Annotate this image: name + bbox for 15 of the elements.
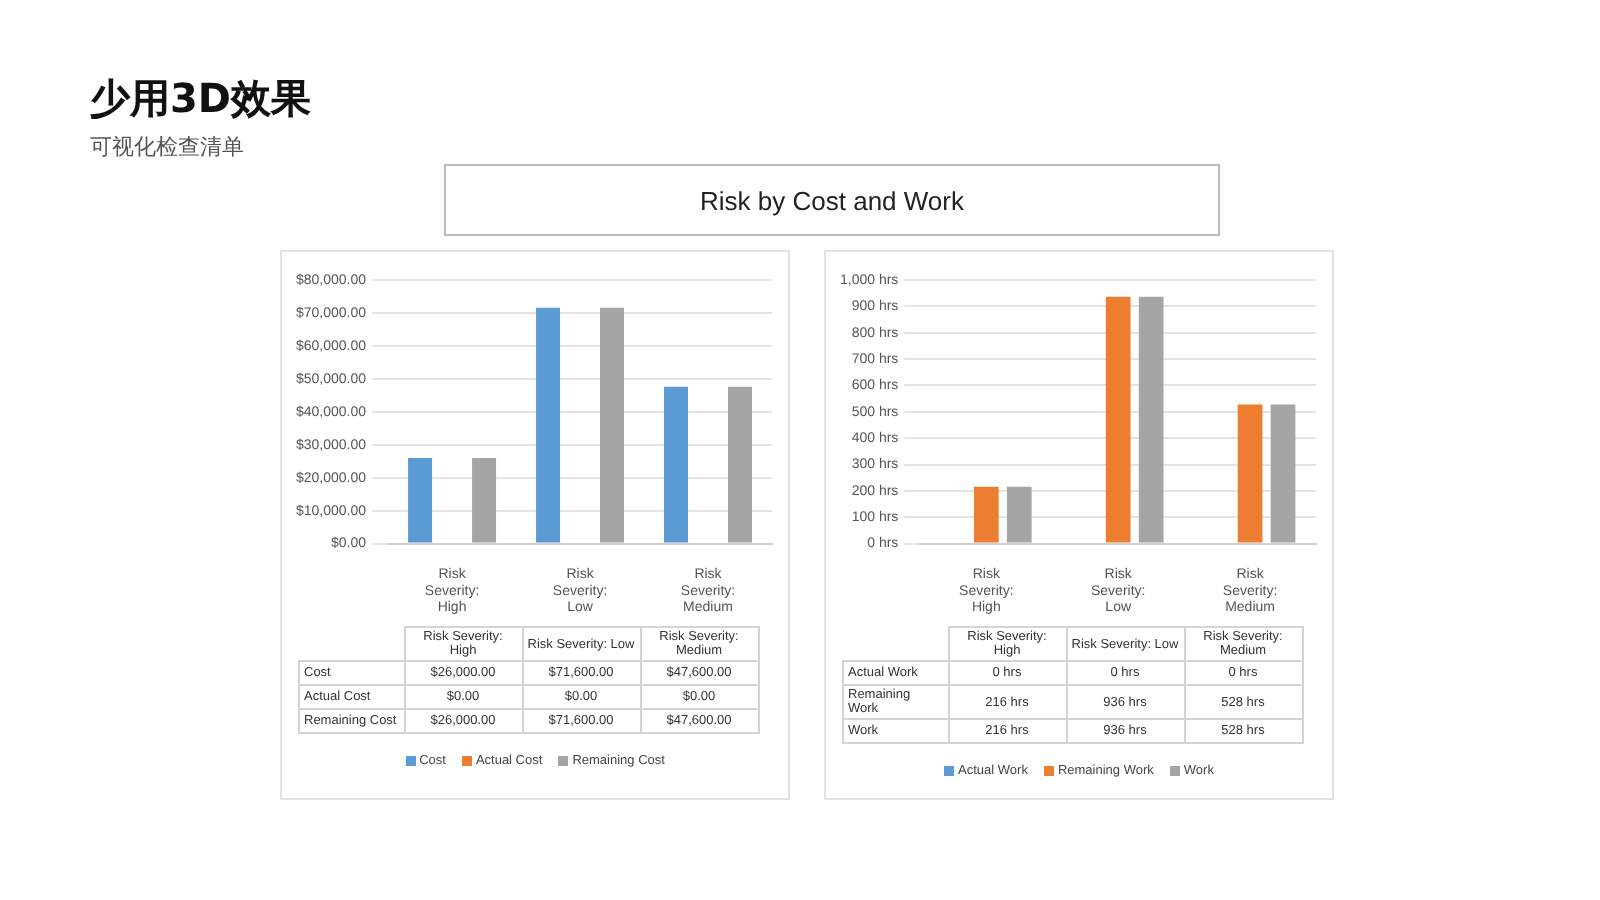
bar: [1006, 486, 1032, 543]
bar: [728, 386, 752, 543]
bar: [1138, 296, 1164, 543]
bar: [1270, 404, 1296, 543]
bar: [536, 307, 561, 543]
bar: [1105, 296, 1131, 543]
bar: [408, 457, 433, 543]
text: Risk by Cost and Work: [444, 164, 1220, 236]
bar: [472, 457, 497, 543]
text: 可视化检查清单: [90, 132, 244, 162]
bar: [973, 486, 999, 543]
bar: [1237, 404, 1263, 543]
bar: [600, 307, 625, 543]
bar: [664, 386, 689, 543]
chart-title: 少用3D效果: [90, 72, 312, 126]
